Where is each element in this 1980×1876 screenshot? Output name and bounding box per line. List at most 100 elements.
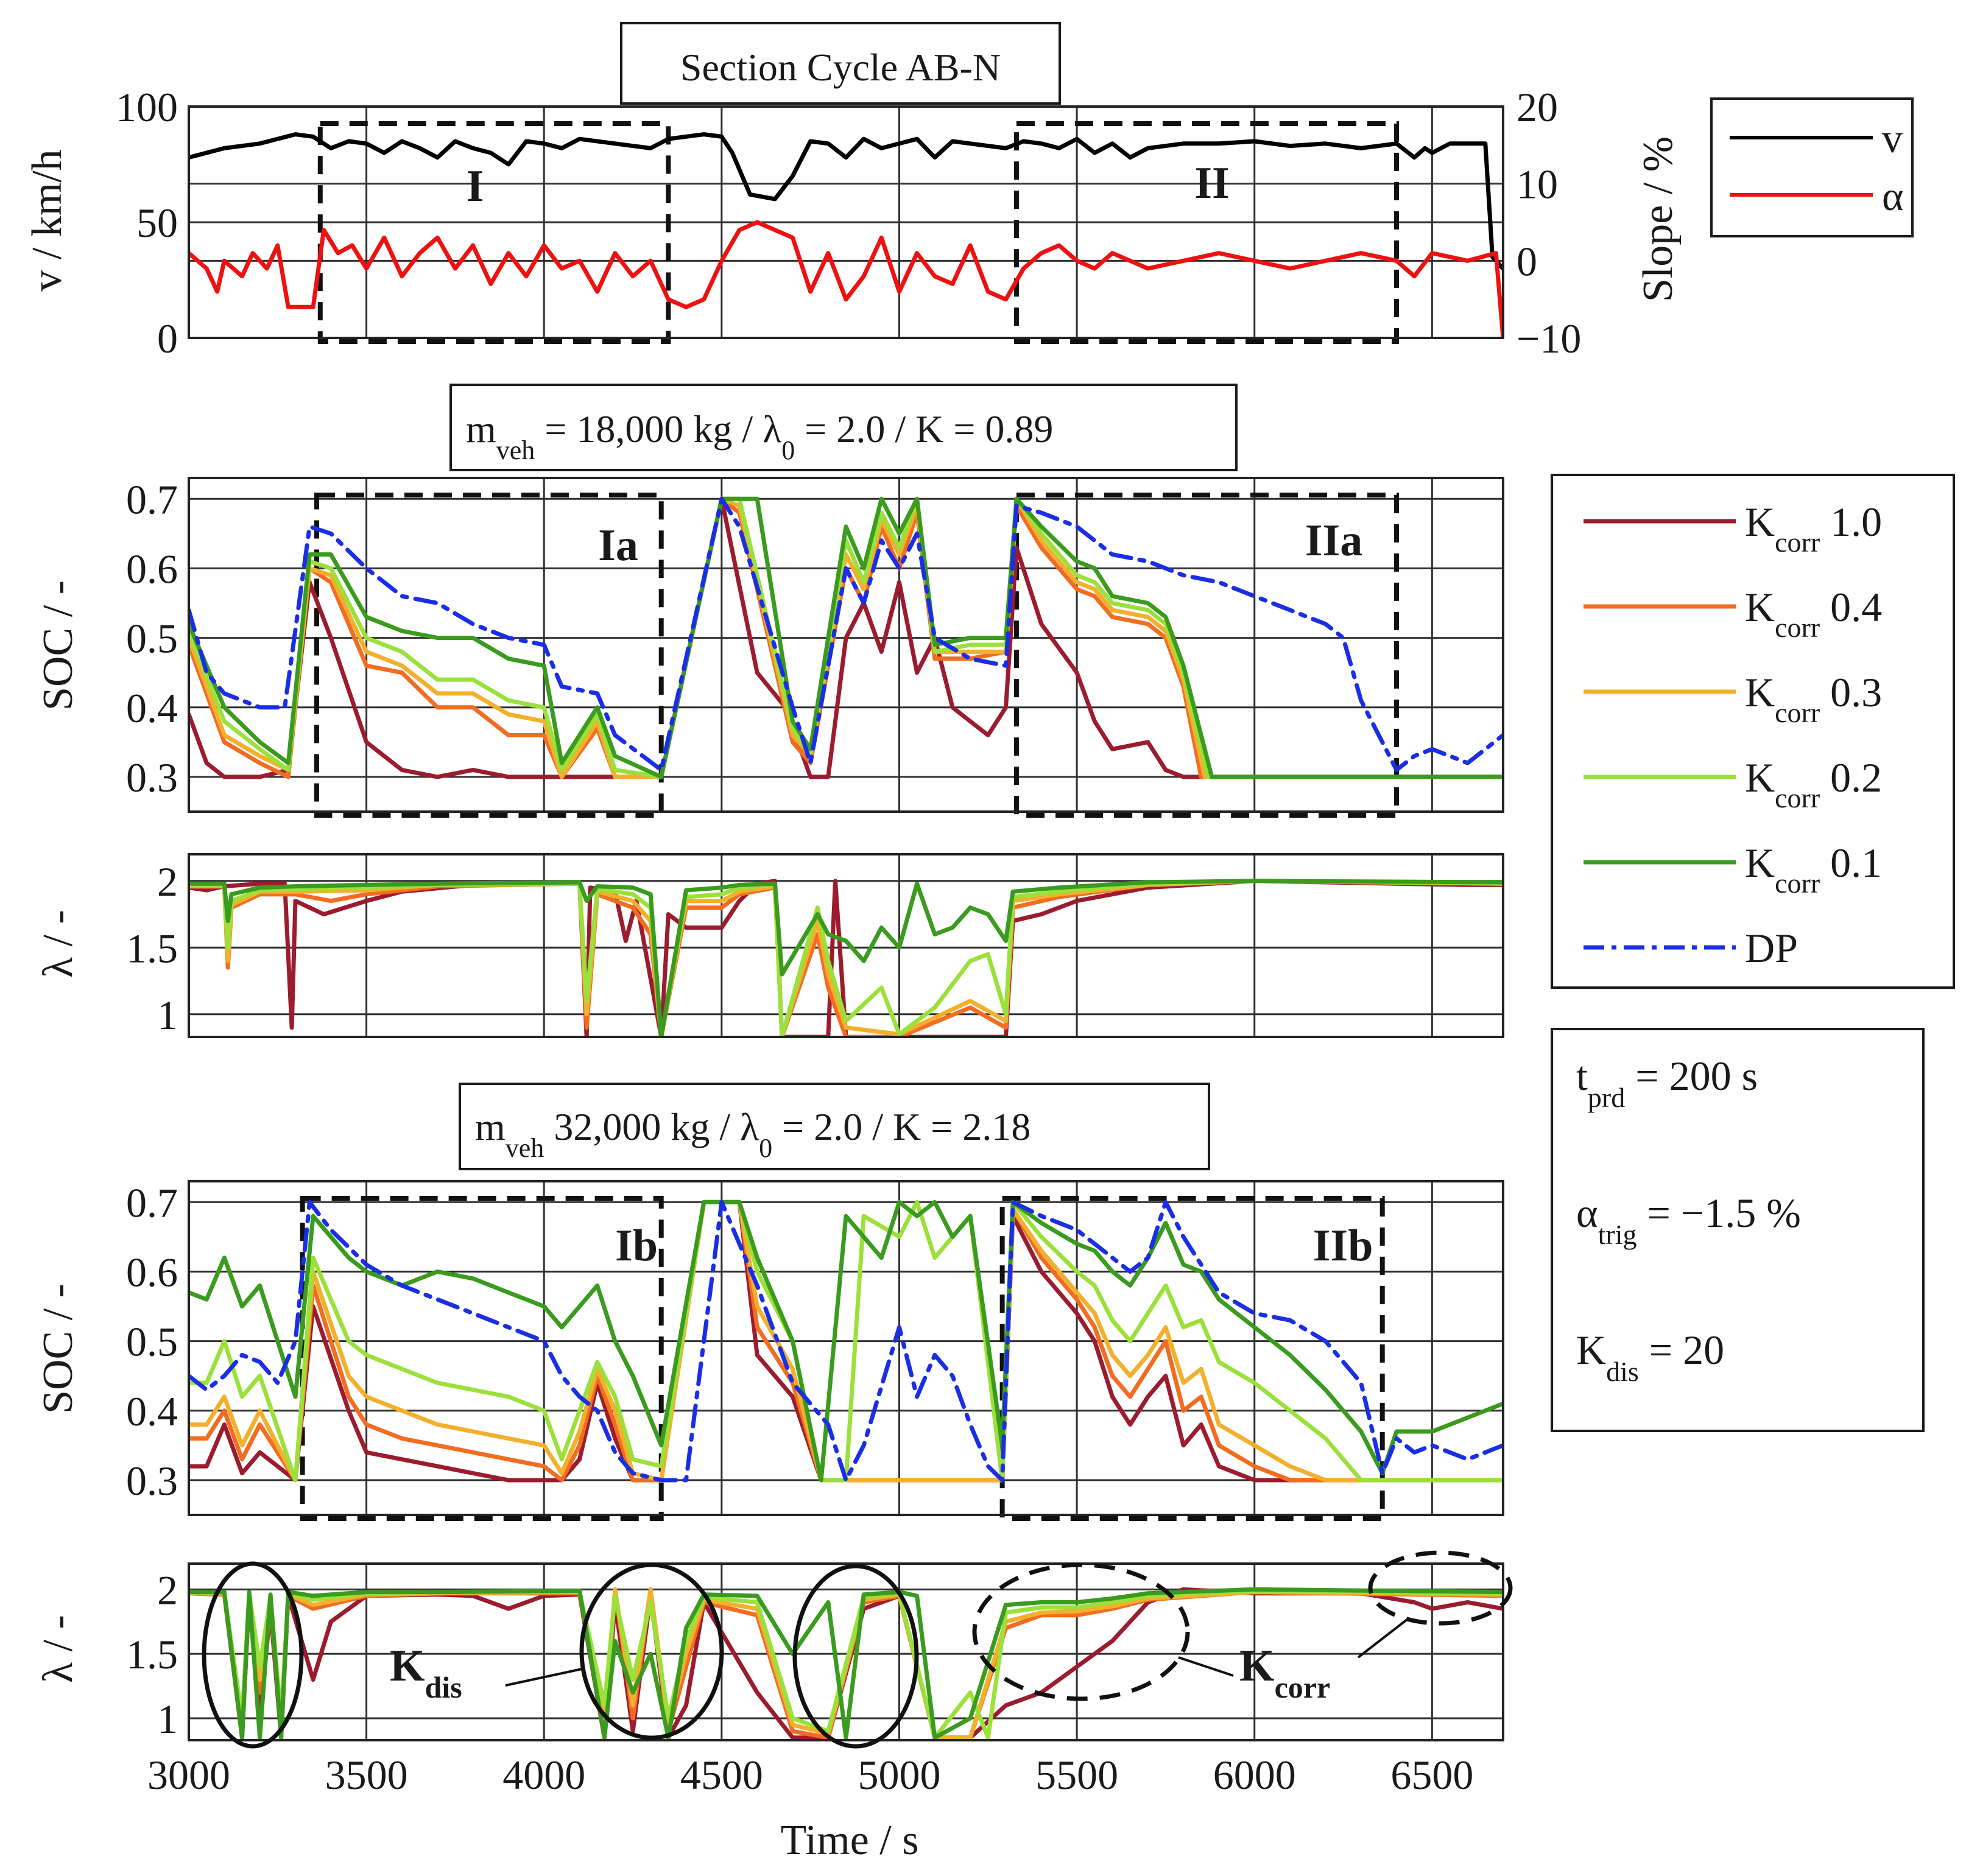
legend-label-kcorr-1-0: Kcorr 1.0 bbox=[1745, 499, 1882, 558]
y-tick-label: 0.5 bbox=[126, 1319, 178, 1365]
section-label-IIa: IIa bbox=[1305, 516, 1363, 566]
y-tick-label: 0.4 bbox=[126, 1388, 178, 1435]
legend-label-dp: DP bbox=[1745, 925, 1798, 971]
x-tick-label: 4000 bbox=[502, 1752, 585, 1798]
case-b-title-veh: veh bbox=[506, 1133, 544, 1163]
case-b-title-suffix: = 2.0 / K = 2.18 bbox=[772, 1105, 1031, 1148]
y-tick-label: 100 bbox=[116, 84, 178, 130]
axes-frame-speed_slope bbox=[188, 105, 1504, 339]
y-tick-label: 1.5 bbox=[126, 1631, 178, 1678]
x-tick-label: 6500 bbox=[1390, 1752, 1473, 1798]
y-tick-label: 1.5 bbox=[126, 925, 178, 971]
y2-tick-label: 20 bbox=[1517, 84, 1558, 130]
section-box-I bbox=[317, 121, 671, 344]
section-label-Ib: Ib bbox=[615, 1221, 658, 1271]
x-tick-label: 5500 bbox=[1035, 1752, 1118, 1798]
parameter-box: tprd = 200 s αtrig = −1.5 % Kdis = 20 bbox=[1551, 1028, 1925, 1432]
panel-soc_18000kg: 0.3 0.4 0.5 0.6 0.7 bbox=[126, 476, 1504, 818]
case-a-title-m: m bbox=[466, 407, 496, 451]
kcorr-ellipse-2 bbox=[1368, 1550, 1513, 1626]
param-tprd: tprd = 200 s bbox=[1576, 1053, 1758, 1113]
annotations: Kdis Kcorr bbox=[202, 1550, 1513, 1749]
case-b-title-zero: 0 bbox=[759, 1133, 772, 1163]
axes-frame-soc_18000kg bbox=[188, 477, 1504, 813]
section-box-IIb bbox=[999, 1196, 1385, 1521]
y-tick-label: 50 bbox=[136, 200, 178, 246]
panel-speed_slope: 0 50 100 −10 0 10 20 bbox=[116, 84, 1581, 362]
y-tick-label: 0.3 bbox=[126, 754, 178, 801]
case-b-title-m: m bbox=[475, 1105, 506, 1148]
series-group-lambda_32000kg bbox=[189, 1587, 1503, 1740]
series-line-dp bbox=[189, 1200, 1503, 1483]
cycle-title-box: Section Cycle AB-N bbox=[620, 22, 1061, 105]
y-tick-label: 0.5 bbox=[126, 616, 178, 662]
ylabel-slope: Slope / % bbox=[1635, 136, 1682, 302]
panel-lambda_32000kg: 1 1.5 2 3000 3500 4000 4500 5000 5500 6000 6500 bbox=[126, 1562, 1504, 1798]
xlabel-time: Time / s bbox=[781, 1817, 919, 1864]
series-line-v bbox=[189, 132, 1503, 271]
panel-lambda_18000kg: 11.52 bbox=[126, 853, 1504, 1038]
series-group-speed_slope bbox=[189, 132, 1503, 338]
section-box-Ia bbox=[314, 493, 664, 818]
section-box-II bbox=[1013, 121, 1400, 344]
legend-label-kcorr-0-3: Kcorr 0.3 bbox=[1745, 669, 1882, 728]
y-tick-label: 2 bbox=[157, 859, 178, 905]
ylabel-lambda-b: λ / - bbox=[35, 1615, 82, 1683]
kcorr-ellipse-1 bbox=[972, 1562, 1190, 1701]
series-group-lambda_18000kg bbox=[189, 879, 1503, 1037]
case-b-title-box: mveh 32,000 kg / λ0 = 2.0 / K = 2.18 bbox=[459, 1083, 1210, 1170]
cycle-title: Section Cycle AB-N bbox=[680, 46, 1001, 89]
case-a-title-veh: veh bbox=[496, 435, 535, 465]
series-line-dp bbox=[189, 496, 1503, 772]
case-a-title-box: mveh = 18,000 kg / λ0 = 2.0 / K = 0.89 bbox=[449, 384, 1238, 471]
y2-tick-label: 0 bbox=[1517, 238, 1537, 284]
series-legend: Kcorr 1.0 Kcorr 0.4 Kcorr 0.3 Kcorr 0.2 … bbox=[1551, 474, 1955, 989]
ylabel-speed: v / km/h bbox=[24, 149, 71, 291]
section-label-Ia: Ia bbox=[598, 521, 638, 571]
y-tick-label: 0 bbox=[157, 315, 178, 362]
series-line-k-corr-1-0 bbox=[189, 496, 1503, 779]
case-a-title: mveh = 18,000 kg / λ0 = 2.0 / K = 0.89 bbox=[466, 407, 1053, 465]
series-line-- bbox=[189, 220, 1503, 338]
y-tick-label: 0.6 bbox=[126, 546, 178, 592]
y-tick-label: 1 bbox=[157, 1696, 178, 1742]
series-line-k-corr-0-1 bbox=[189, 879, 1503, 1037]
legend-label-alpha: α bbox=[1882, 173, 1904, 219]
case-a-title-zero: 0 bbox=[781, 435, 795, 465]
section-label-IIb: IIb bbox=[1313, 1221, 1373, 1271]
x-tick-label: 4500 bbox=[680, 1752, 763, 1798]
panel-soc_32000kg: 0.3 0.4 0.5 0.6 0.7 bbox=[126, 1179, 1504, 1521]
ylabel-soc-b: SOC / - bbox=[35, 1284, 82, 1414]
axis-labels: v / km/h Slope / % SOC / - λ / - SOC / -… bbox=[24, 136, 1682, 1864]
case-b-title: mveh 32,000 kg / λ0 = 2.0 / K = 2.18 bbox=[475, 1105, 1031, 1163]
x-tick-label: 3500 bbox=[325, 1752, 408, 1798]
section-box-IIa bbox=[1013, 493, 1400, 818]
series-line-k-corr-0-2 bbox=[189, 879, 1503, 1037]
section-label-II: II bbox=[1194, 158, 1230, 208]
series-line-k-corr-0-1 bbox=[189, 1587, 1503, 1740]
section-labels: I II Ia IIa Ib IIb bbox=[467, 158, 1373, 1271]
case-a-title-suffix: = 2.0 / K = 0.89 bbox=[795, 407, 1053, 451]
y-tick-label: 0.3 bbox=[126, 1458, 178, 1504]
series-line-k-corr-0-1 bbox=[189, 496, 1503, 779]
section-label-I: I bbox=[467, 161, 484, 211]
legend-label-kcorr-0-4: Kcorr 0.4 bbox=[1745, 584, 1882, 643]
speed-legend: v α bbox=[1710, 97, 1914, 237]
series-group-soc_18000kg bbox=[189, 496, 1503, 779]
y-tick-label: 0.7 bbox=[126, 1179, 178, 1226]
param-alpha-trig: αtrig = −1.5 % bbox=[1576, 1190, 1801, 1250]
x-tick-label: 5000 bbox=[858, 1752, 940, 1798]
case-b-title-mid: 32,000 kg / λ bbox=[544, 1105, 759, 1148]
kdis-label: Kdis bbox=[390, 1641, 462, 1704]
kdis-ellipse-2 bbox=[579, 1562, 724, 1740]
legend-label-kcorr-0-1: Kcorr 0.1 bbox=[1745, 840, 1882, 899]
ylabel-lambda-a: λ / - bbox=[35, 910, 82, 978]
series-line-k-corr-0-4 bbox=[189, 496, 1503, 779]
case-a-title-mid: = 18,000 kg / λ bbox=[535, 407, 781, 451]
axes-frame-lambda_18000kg bbox=[188, 853, 1504, 1038]
ylabel-soc-a: SOC / - bbox=[35, 580, 82, 711]
x-tick-label: 3000 bbox=[147, 1752, 230, 1798]
kdis-ellipse-3 bbox=[792, 1564, 919, 1749]
y-tick-label: 0.6 bbox=[126, 1249, 178, 1295]
